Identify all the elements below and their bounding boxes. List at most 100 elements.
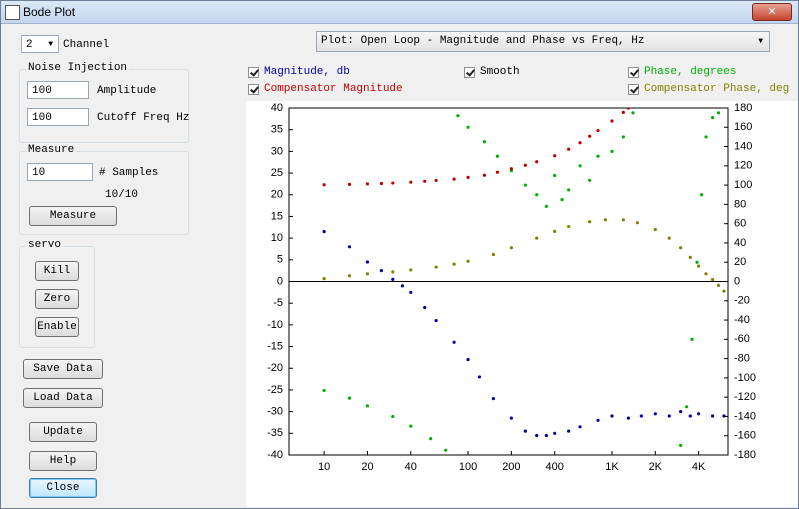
data-point: [347, 274, 352, 278]
data-point: [578, 425, 582, 429]
y2-tick-label: -160: [734, 430, 756, 442]
y-tick-label: 20: [271, 189, 283, 201]
data-point: [710, 277, 715, 282]
data-point: [704, 135, 708, 139]
data-point: [553, 431, 557, 435]
data-point: [621, 218, 625, 222]
y2-tick-label: 100: [734, 179, 752, 191]
close-window[interactable]: ✕: [752, 3, 792, 21]
cutoff-input[interactable]: 100: [27, 108, 89, 126]
smooth-label: Smooth: [480, 66, 520, 78]
checkbox[interactable]: [464, 67, 475, 78]
data-point: [365, 260, 370, 264]
plot-select[interactable]: Plot: Open Loop - Magnitude and Phase vs…: [316, 31, 770, 52]
data-point: [621, 110, 625, 114]
cutoff-label: Cutoff Freq Hz: [97, 112, 190, 124]
data-point: [482, 173, 487, 177]
data-point: [695, 260, 699, 264]
channel-select[interactable]: 2 ▼: [21, 35, 59, 53]
x-tick-label: 20: [361, 461, 373, 473]
data-point: [509, 246, 513, 250]
data-point: [667, 236, 671, 240]
data-point: [667, 414, 671, 418]
samples-input[interactable]: 10: [27, 163, 93, 181]
data-point: [523, 183, 527, 187]
data-point: [434, 265, 438, 269]
data-point: [610, 149, 614, 153]
progress: 10/10: [105, 189, 139, 201]
data-point: [722, 289, 726, 293]
y-tick-label: 10: [271, 232, 283, 244]
data-point: [491, 397, 495, 401]
data-point: [688, 414, 692, 418]
data-point: [635, 221, 639, 225]
data-point: [495, 154, 500, 158]
amplitude-label: Amplitude: [97, 85, 157, 97]
app-icon: [5, 5, 20, 20]
samples-label: # Samples: [99, 167, 159, 179]
data-point: [567, 224, 571, 229]
data-point: [365, 182, 370, 186]
group-title: Measure: [26, 144, 77, 156]
data-point: [596, 154, 600, 158]
x-tick-label: 200: [502, 461, 520, 473]
data-point: [697, 264, 701, 268]
checkbox[interactable]: [248, 67, 259, 78]
y-tick-label: -20: [267, 362, 283, 374]
checkbox[interactable]: [628, 84, 639, 95]
data-point: [391, 270, 395, 274]
x-tick-label: 400: [546, 461, 564, 473]
y2-tick-label: -80: [734, 353, 750, 365]
y2-tick-label: -40: [734, 314, 750, 326]
data-point: [621, 135, 625, 139]
kill-button[interactable]: Kill: [35, 261, 79, 281]
data-point: [379, 269, 384, 273]
data-point: [653, 412, 657, 416]
data-point: [553, 173, 557, 178]
checkbox[interactable]: [248, 84, 259, 95]
legend-entry: Magnitude, db: [264, 66, 350, 78]
y2-tick-label: -60: [734, 333, 750, 345]
amplitude-input[interactable]: 100: [27, 81, 89, 99]
data-point: [603, 218, 607, 222]
y-tick-label: -15: [267, 340, 283, 352]
y-tick-label: 40: [271, 102, 283, 114]
data-point: [391, 277, 395, 281]
y2-tick-label: 120: [734, 160, 752, 172]
save-button[interactable]: Save Data: [23, 359, 103, 379]
y-tick-label: -35: [267, 427, 283, 439]
data-point: [567, 429, 571, 433]
checkbox[interactable]: [628, 67, 639, 78]
data-point: [322, 277, 326, 281]
data-point: [495, 170, 500, 174]
data-point: [535, 193, 539, 197]
data-point: [710, 116, 715, 120]
data-point: [710, 414, 715, 418]
x-tick-label: 10: [318, 461, 330, 473]
update-button[interactable]: Update: [29, 422, 97, 442]
load-button[interactable]: Load Data: [23, 388, 103, 408]
data-point: [379, 181, 384, 186]
data-point: [434, 318, 438, 323]
zero-button[interactable]: Zero: [35, 289, 79, 309]
data-point: [409, 268, 413, 272]
x-tick-label: 2K: [649, 461, 663, 473]
enable-button[interactable]: Enable: [35, 317, 79, 337]
measure-button[interactable]: Measure: [29, 206, 117, 226]
data-point: [704, 272, 708, 276]
data-point: [553, 229, 557, 233]
y-tick-label: -40: [267, 449, 283, 461]
data-point: [716, 111, 721, 115]
legend-entry: Compensator Phase, deg: [644, 83, 790, 95]
data-point: [477, 375, 482, 379]
data-point: [588, 220, 592, 224]
plot-select-text: Plot: Open Loop - Magnitude and Phase vs…: [321, 35, 645, 47]
data-point: [688, 255, 692, 260]
data-point: [567, 147, 571, 151]
close-button[interactable]: Close: [29, 478, 97, 498]
data-point: [596, 128, 600, 133]
help-button[interactable]: Help: [29, 451, 97, 471]
y2-tick-label: 60: [734, 218, 746, 230]
data-point: [423, 179, 427, 183]
